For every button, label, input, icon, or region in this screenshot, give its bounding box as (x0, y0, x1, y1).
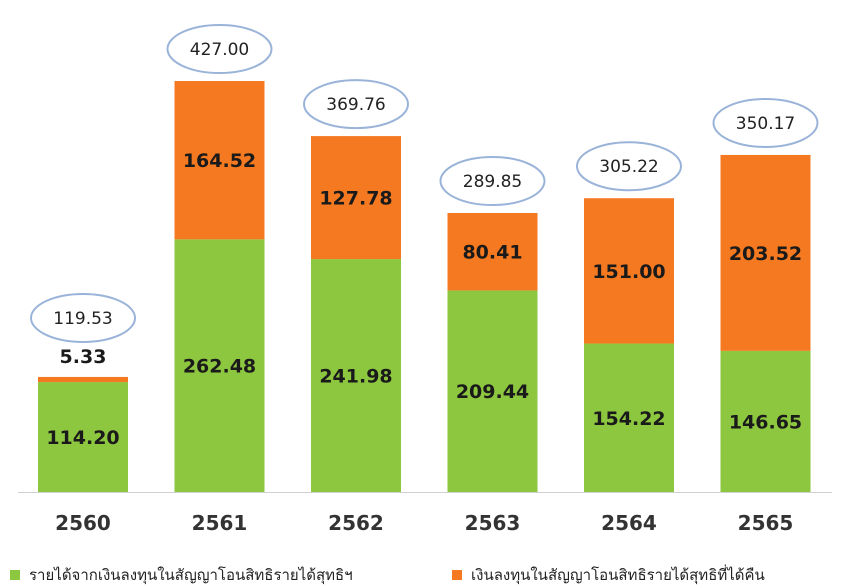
bar-returned-2562 (311, 136, 401, 260)
total-label-2562: 369.76 (326, 95, 385, 115)
data-label-returned-2564: 151.00 (592, 261, 665, 283)
bar-income-2565 (720, 350, 811, 492)
bar-returned-2560 (38, 376, 128, 383)
data-label-income-2564: 154.22 (592, 408, 665, 430)
x-tick-label-2564: 2564 (601, 511, 657, 535)
stacked-bar-chart: 114.20 5.33 119.53 2560 262.48 164.52 427.00 25… (18, 24, 832, 535)
data-label-returned-2565: 203.52 (729, 243, 802, 265)
bar-income-2562 (311, 259, 401, 492)
total-bubble-2562 (303, 79, 409, 130)
total-bubble-2565 (712, 97, 819, 148)
total-bubble-2560 (30, 292, 136, 343)
data-label-income-2560: 114.20 (46, 427, 119, 449)
bar-income-2563 (447, 290, 538, 492)
legend-label-returned: เงินลงทุนในสัญญาโอนสิทธิรายได้สุทธิที่ได… (471, 566, 765, 584)
data-label-income-2562: 241.98 (319, 366, 392, 388)
x-tick-label-2562: 2562 (328, 511, 384, 535)
legend-item-returned: เงินลงทุนในสัญญาโอนสิทธิรายได้สุทธิที่ได… (452, 563, 765, 587)
legend-item-income: รายได้จากเงินลงทุนในสัญญาโอนสิทธิรายได้ส… (10, 563, 353, 587)
bar-income-2561 (174, 239, 265, 492)
bar-returned-2565 (720, 154, 811, 351)
legend-label-income: รายได้จากเงินลงทุนในสัญญาโอนสิทธิรายได้ส… (29, 566, 353, 584)
data-label-returned-2561: 164.52 (183, 150, 256, 172)
bar-income-2564 (584, 343, 674, 492)
data-label-returned-2560: 5.33 (60, 346, 107, 368)
bar-returned-2561 (174, 81, 265, 240)
data-label-income-2563: 209.44 (456, 381, 529, 403)
total-bubble-2561 (166, 24, 273, 74)
legend-swatch-returned (452, 570, 462, 580)
bar-income-2560 (38, 382, 128, 492)
total-label-2565: 350.17 (736, 114, 795, 134)
data-label-income-2565: 146.65 (729, 411, 802, 433)
legend-swatch-income (10, 570, 20, 580)
bar-returned-2564 (584, 198, 674, 344)
x-tick-label-2560: 2560 (55, 511, 111, 535)
data-label-income-2561: 262.48 (183, 356, 256, 378)
total-label-2561: 427.00 (190, 40, 249, 60)
bar-returned-2563 (447, 213, 538, 291)
x-tick-label-2561: 2561 (192, 511, 248, 535)
x-tick-label-2563: 2563 (465, 511, 521, 535)
total-label-2560: 119.53 (53, 309, 112, 329)
total-bubble-2564 (576, 141, 682, 192)
data-label-returned-2563: 80.41 (462, 242, 522, 264)
total-bubble-2563 (439, 156, 546, 207)
data-label-returned-2562: 127.78 (319, 188, 392, 210)
legend: รายได้จากเงินลงทุนในสัญญาโอนสิทธิรายได้ส… (0, 559, 844, 585)
total-label-2563: 289.85 (463, 172, 522, 192)
total-label-2564: 305.22 (599, 157, 658, 177)
x-tick-label-2565: 2565 (738, 511, 794, 535)
